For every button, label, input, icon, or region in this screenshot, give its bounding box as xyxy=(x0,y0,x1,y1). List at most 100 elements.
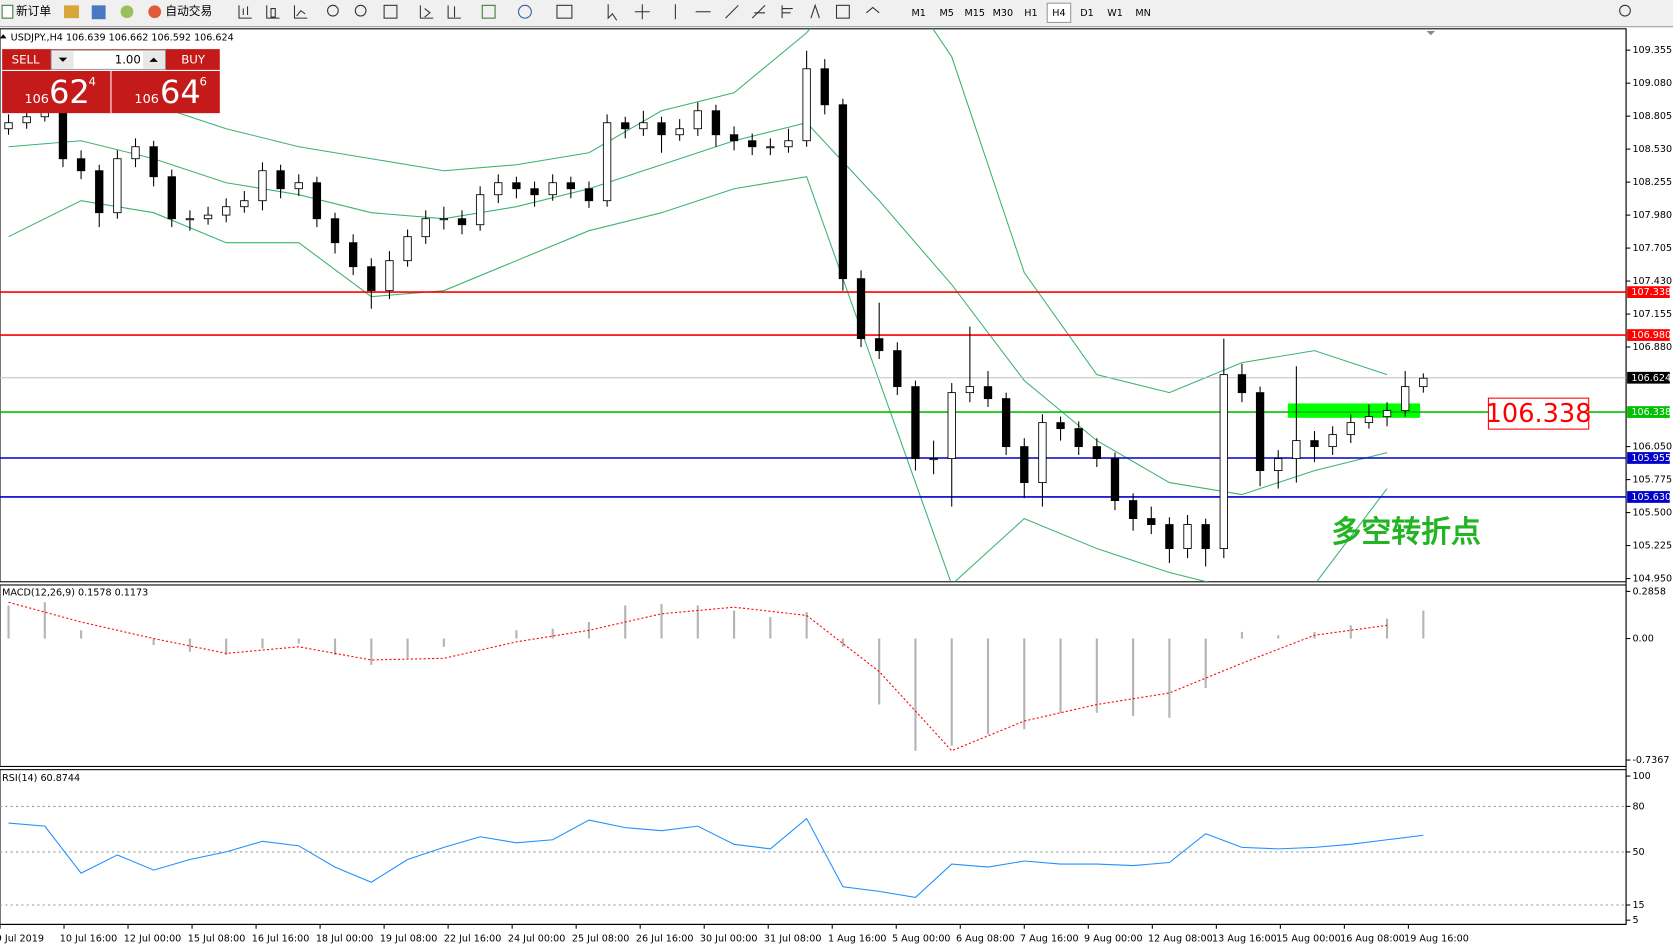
sell-price-big[interactable]: 106 xyxy=(25,92,49,107)
icon[interactable] xyxy=(447,5,461,19)
icon[interactable] xyxy=(354,4,367,17)
candle-body xyxy=(22,116,31,124)
candle-body xyxy=(548,182,557,196)
x-tick-label: 25 Jul 08:00 xyxy=(572,933,630,944)
candle-body xyxy=(131,146,140,160)
candle-body xyxy=(1274,458,1283,472)
x-tick-label: 22 Jul 16:00 xyxy=(444,933,502,944)
icon xyxy=(148,5,162,19)
y-tick-label: 106.050 xyxy=(1632,442,1672,453)
candle-body xyxy=(222,206,231,216)
candle-body xyxy=(421,218,430,238)
candle-body xyxy=(240,200,249,208)
timeframes: M1 M5 M15 M30 H1 H4 D1 W1 MN xyxy=(911,2,1151,23)
level-label: 105.955 xyxy=(1631,453,1671,464)
icon[interactable] xyxy=(751,4,766,19)
icon[interactable] xyxy=(556,4,573,19)
icon[interactable] xyxy=(518,4,532,19)
buy-button[interactable]: BUY xyxy=(181,52,206,66)
y-tick-label: 109.080 xyxy=(1632,78,1672,89)
sell-button[interactable]: SELL xyxy=(12,52,40,66)
candle-body xyxy=(167,176,176,220)
icon[interactable] xyxy=(607,4,618,21)
shift-marker xyxy=(1426,30,1436,36)
x-tick-label: 26 Jul 16:00 xyxy=(636,933,694,944)
candle-body xyxy=(1128,500,1138,519)
level-label: 106.980 xyxy=(1631,330,1671,341)
timeframe-button[interactable]: MN xyxy=(1135,8,1150,19)
timeframe-button[interactable]: H4 xyxy=(1052,8,1065,19)
timeframe-button[interactable]: M1 xyxy=(911,8,925,19)
y-tick-label: 107.430 xyxy=(1632,276,1672,287)
symbol-header: USDJPY.,H4 106.639 106.662 106.592 106.6… xyxy=(11,32,234,43)
x-tick-label: 12 Jul 00:00 xyxy=(124,933,182,944)
icon[interactable] xyxy=(810,3,820,19)
y-tick-label: 0.00 xyxy=(1632,634,1653,645)
current-price-label-bg xyxy=(1627,371,1670,384)
volume-box[interactable] xyxy=(50,49,166,70)
axes: 109.355 109.080 108.805 108.530 108.255 107.9… xyxy=(0,45,1672,944)
rsi-panel xyxy=(0,769,1627,925)
candle-body xyxy=(802,68,811,142)
candle-body xyxy=(1165,524,1174,549)
sell-price-small[interactable]: 4 xyxy=(89,75,96,89)
icon[interactable] xyxy=(383,4,398,19)
candle-body xyxy=(149,146,158,178)
icon[interactable] xyxy=(419,5,434,19)
bollinger-lower xyxy=(8,176,1388,582)
icon[interactable] xyxy=(120,5,134,19)
y-tick-label: 107.980 xyxy=(1632,210,1672,221)
y-tick-label: 5 xyxy=(1632,915,1638,926)
candle-body xyxy=(965,386,975,394)
buy-price-main[interactable]: 64 xyxy=(160,73,201,111)
timeframe-button[interactable]: H1 xyxy=(1024,8,1037,19)
icon[interactable] xyxy=(835,4,850,19)
icon[interactable] xyxy=(238,5,252,19)
auto-trading-button[interactable]: 自动交易 xyxy=(148,4,212,18)
y-tick-label: 80 xyxy=(1632,801,1644,812)
timeframe-button[interactable]: D1 xyxy=(1080,8,1093,19)
timeframe-button[interactable]: W1 xyxy=(1107,8,1123,19)
arrow xyxy=(149,57,158,62)
icon[interactable] xyxy=(481,4,496,19)
candle-body xyxy=(1328,434,1337,448)
new-order-button[interactable]: 新订单 xyxy=(1,4,51,19)
macd-chart xyxy=(7,601,1425,752)
buy-price-small[interactable]: 6 xyxy=(200,75,207,89)
level-label: 107.338 xyxy=(1631,287,1671,298)
buy-price-big[interactable]: 106 xyxy=(134,92,158,107)
icon[interactable] xyxy=(781,5,793,19)
candle-body xyxy=(1346,422,1355,436)
candle-body xyxy=(58,110,68,160)
icon xyxy=(1,4,14,19)
level-label-bg xyxy=(1627,329,1670,341)
icon[interactable] xyxy=(91,5,106,20)
timeframe-button[interactable]: M15 xyxy=(965,8,985,19)
timeframe-button[interactable]: M5 xyxy=(940,8,954,19)
x-tick-label: 13 Aug 16:00 xyxy=(1212,933,1277,944)
y-tick-label: 15 xyxy=(1632,900,1644,911)
candle-body xyxy=(1419,377,1428,388)
candle-body xyxy=(1364,416,1374,424)
timeframe-button[interactable]: M30 xyxy=(993,8,1013,19)
icon[interactable] xyxy=(866,6,880,14)
icon[interactable] xyxy=(327,4,339,17)
macd-label: MACD(12,26,9) 0.1578 0.1173 xyxy=(2,587,148,598)
icon[interactable] xyxy=(725,4,739,19)
candle-body xyxy=(875,338,884,352)
candle-body xyxy=(439,218,449,221)
candle-body xyxy=(1292,440,1301,460)
icon[interactable] xyxy=(64,5,79,19)
x-tick-label: 24 Jul 00:00 xyxy=(508,933,566,944)
candle-body xyxy=(838,104,848,280)
candle-body xyxy=(784,140,793,148)
search-icon[interactable] xyxy=(1619,4,1631,17)
collapse-arrow[interactable] xyxy=(0,34,7,39)
y-tick-label: 108.805 xyxy=(1632,111,1672,122)
sell-price-main[interactable]: 62 xyxy=(49,73,90,111)
candle-body xyxy=(403,236,412,262)
icon[interactable] xyxy=(293,5,308,19)
icon[interactable] xyxy=(634,4,650,20)
icon[interactable] xyxy=(266,5,280,19)
